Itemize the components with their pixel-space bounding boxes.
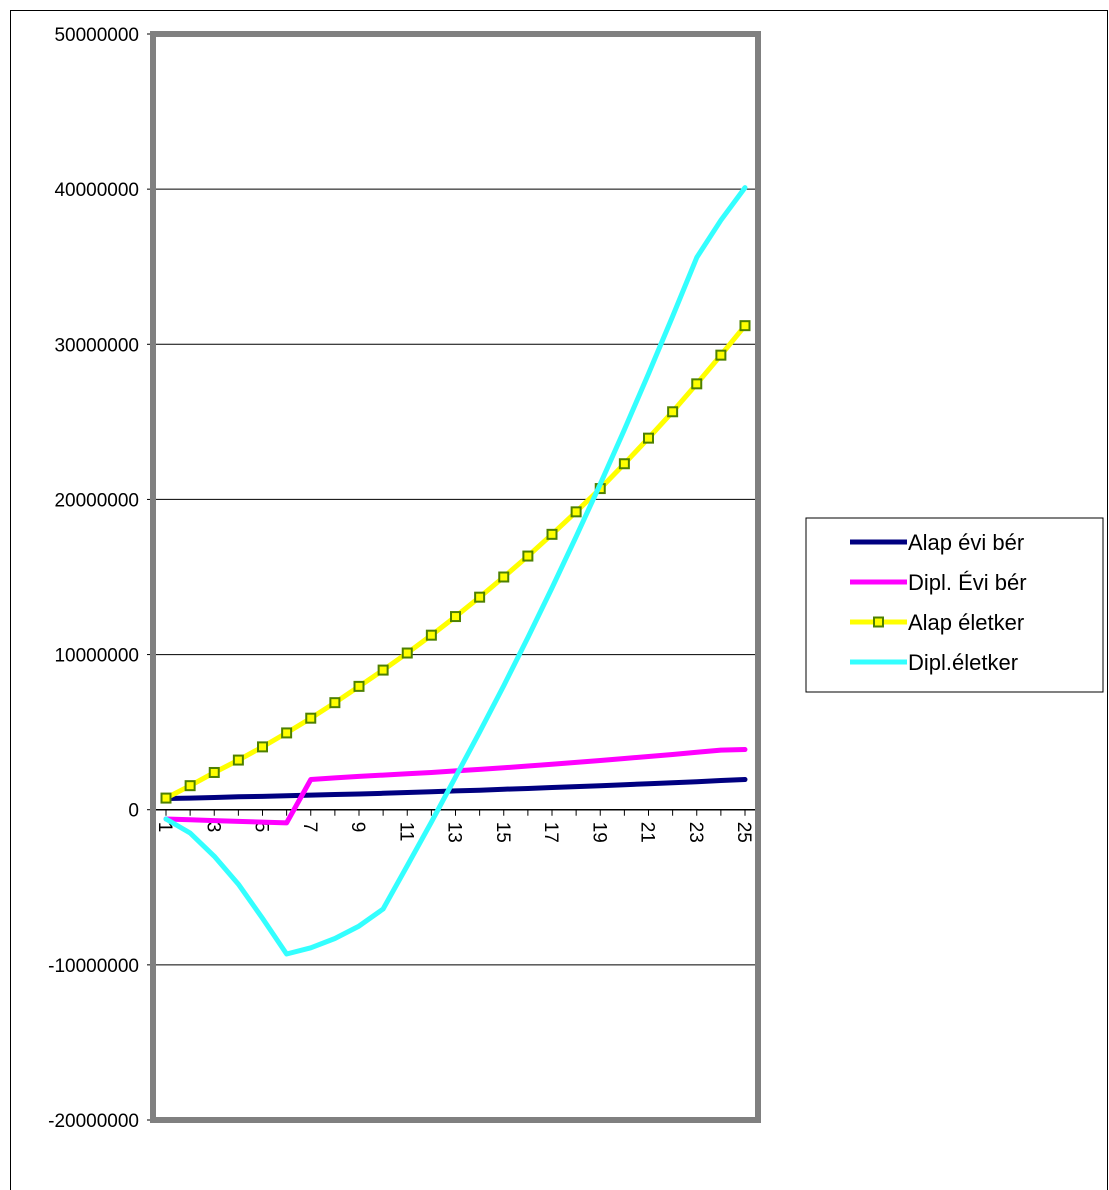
y-tick-label: 0 (128, 801, 139, 822)
series-marker (498, 571, 510, 583)
x-tick-label: 15 (492, 822, 513, 843)
x-tick-label: 11 (395, 822, 416, 842)
series-marker (329, 697, 341, 709)
series-marker (377, 664, 389, 676)
series-marker (257, 741, 268, 753)
x-tick-label: 1 (154, 822, 175, 833)
series-marker (450, 611, 461, 623)
y-tick-label: 30000000 (54, 335, 139, 356)
legend-label: Alap évi bér (908, 530, 1024, 555)
series-marker (401, 647, 413, 659)
series-marker (570, 506, 582, 518)
series-marker (691, 378, 703, 390)
series-marker (474, 591, 486, 603)
x-tick-label: 23 (685, 822, 706, 843)
x-tick-label: 21 (637, 822, 658, 843)
x-tick-label: 19 (588, 822, 609, 843)
series-line-2 (163, 747, 748, 826)
y-tick-label: 10000000 (54, 646, 139, 667)
series-marker (353, 680, 365, 692)
series-line-1 (163, 777, 748, 801)
x-tick-label: 5 (251, 822, 272, 833)
y-tick-label: -20000000 (48, 1111, 139, 1132)
series-marker (281, 727, 293, 739)
series-marker (208, 766, 220, 778)
y-tick-label: 50000000 (54, 25, 139, 46)
y-tick-label: 20000000 (54, 490, 139, 511)
y-tick-label: 40000000 (54, 180, 139, 201)
series-marker (522, 550, 534, 562)
y-tick-label: -10000000 (48, 956, 139, 977)
series-marker (643, 432, 654, 444)
series-marker (618, 458, 630, 470)
series-marker (160, 792, 172, 804)
series-marker (184, 780, 196, 792)
series-marker (739, 320, 751, 332)
plot-border (150, 31, 761, 1123)
series-marker (546, 528, 558, 540)
series-line-4 (163, 185, 748, 957)
plot-area (153, 34, 758, 1120)
x-tick-label: 7 (299, 822, 320, 833)
x-tick-label: 25 (733, 822, 754, 843)
x-tick-label: 17 (540, 822, 561, 843)
chart-frame (10, 10, 1108, 1190)
series-marker (667, 406, 679, 418)
series-marker (232, 754, 244, 766)
x-tick-label: 9 (347, 822, 368, 833)
legend-label: Alap életker (908, 610, 1024, 635)
series-marker (425, 629, 437, 641)
legend-label: Dipl. Évi bér (908, 570, 1027, 595)
legend-label: Dipl.életker (908, 650, 1018, 675)
series-marker (305, 712, 317, 724)
series-marker (715, 349, 727, 361)
x-tick-label: 3 (202, 822, 223, 833)
x-tick-label: 13 (444, 822, 465, 843)
legend-swatch-marker (873, 616, 884, 628)
